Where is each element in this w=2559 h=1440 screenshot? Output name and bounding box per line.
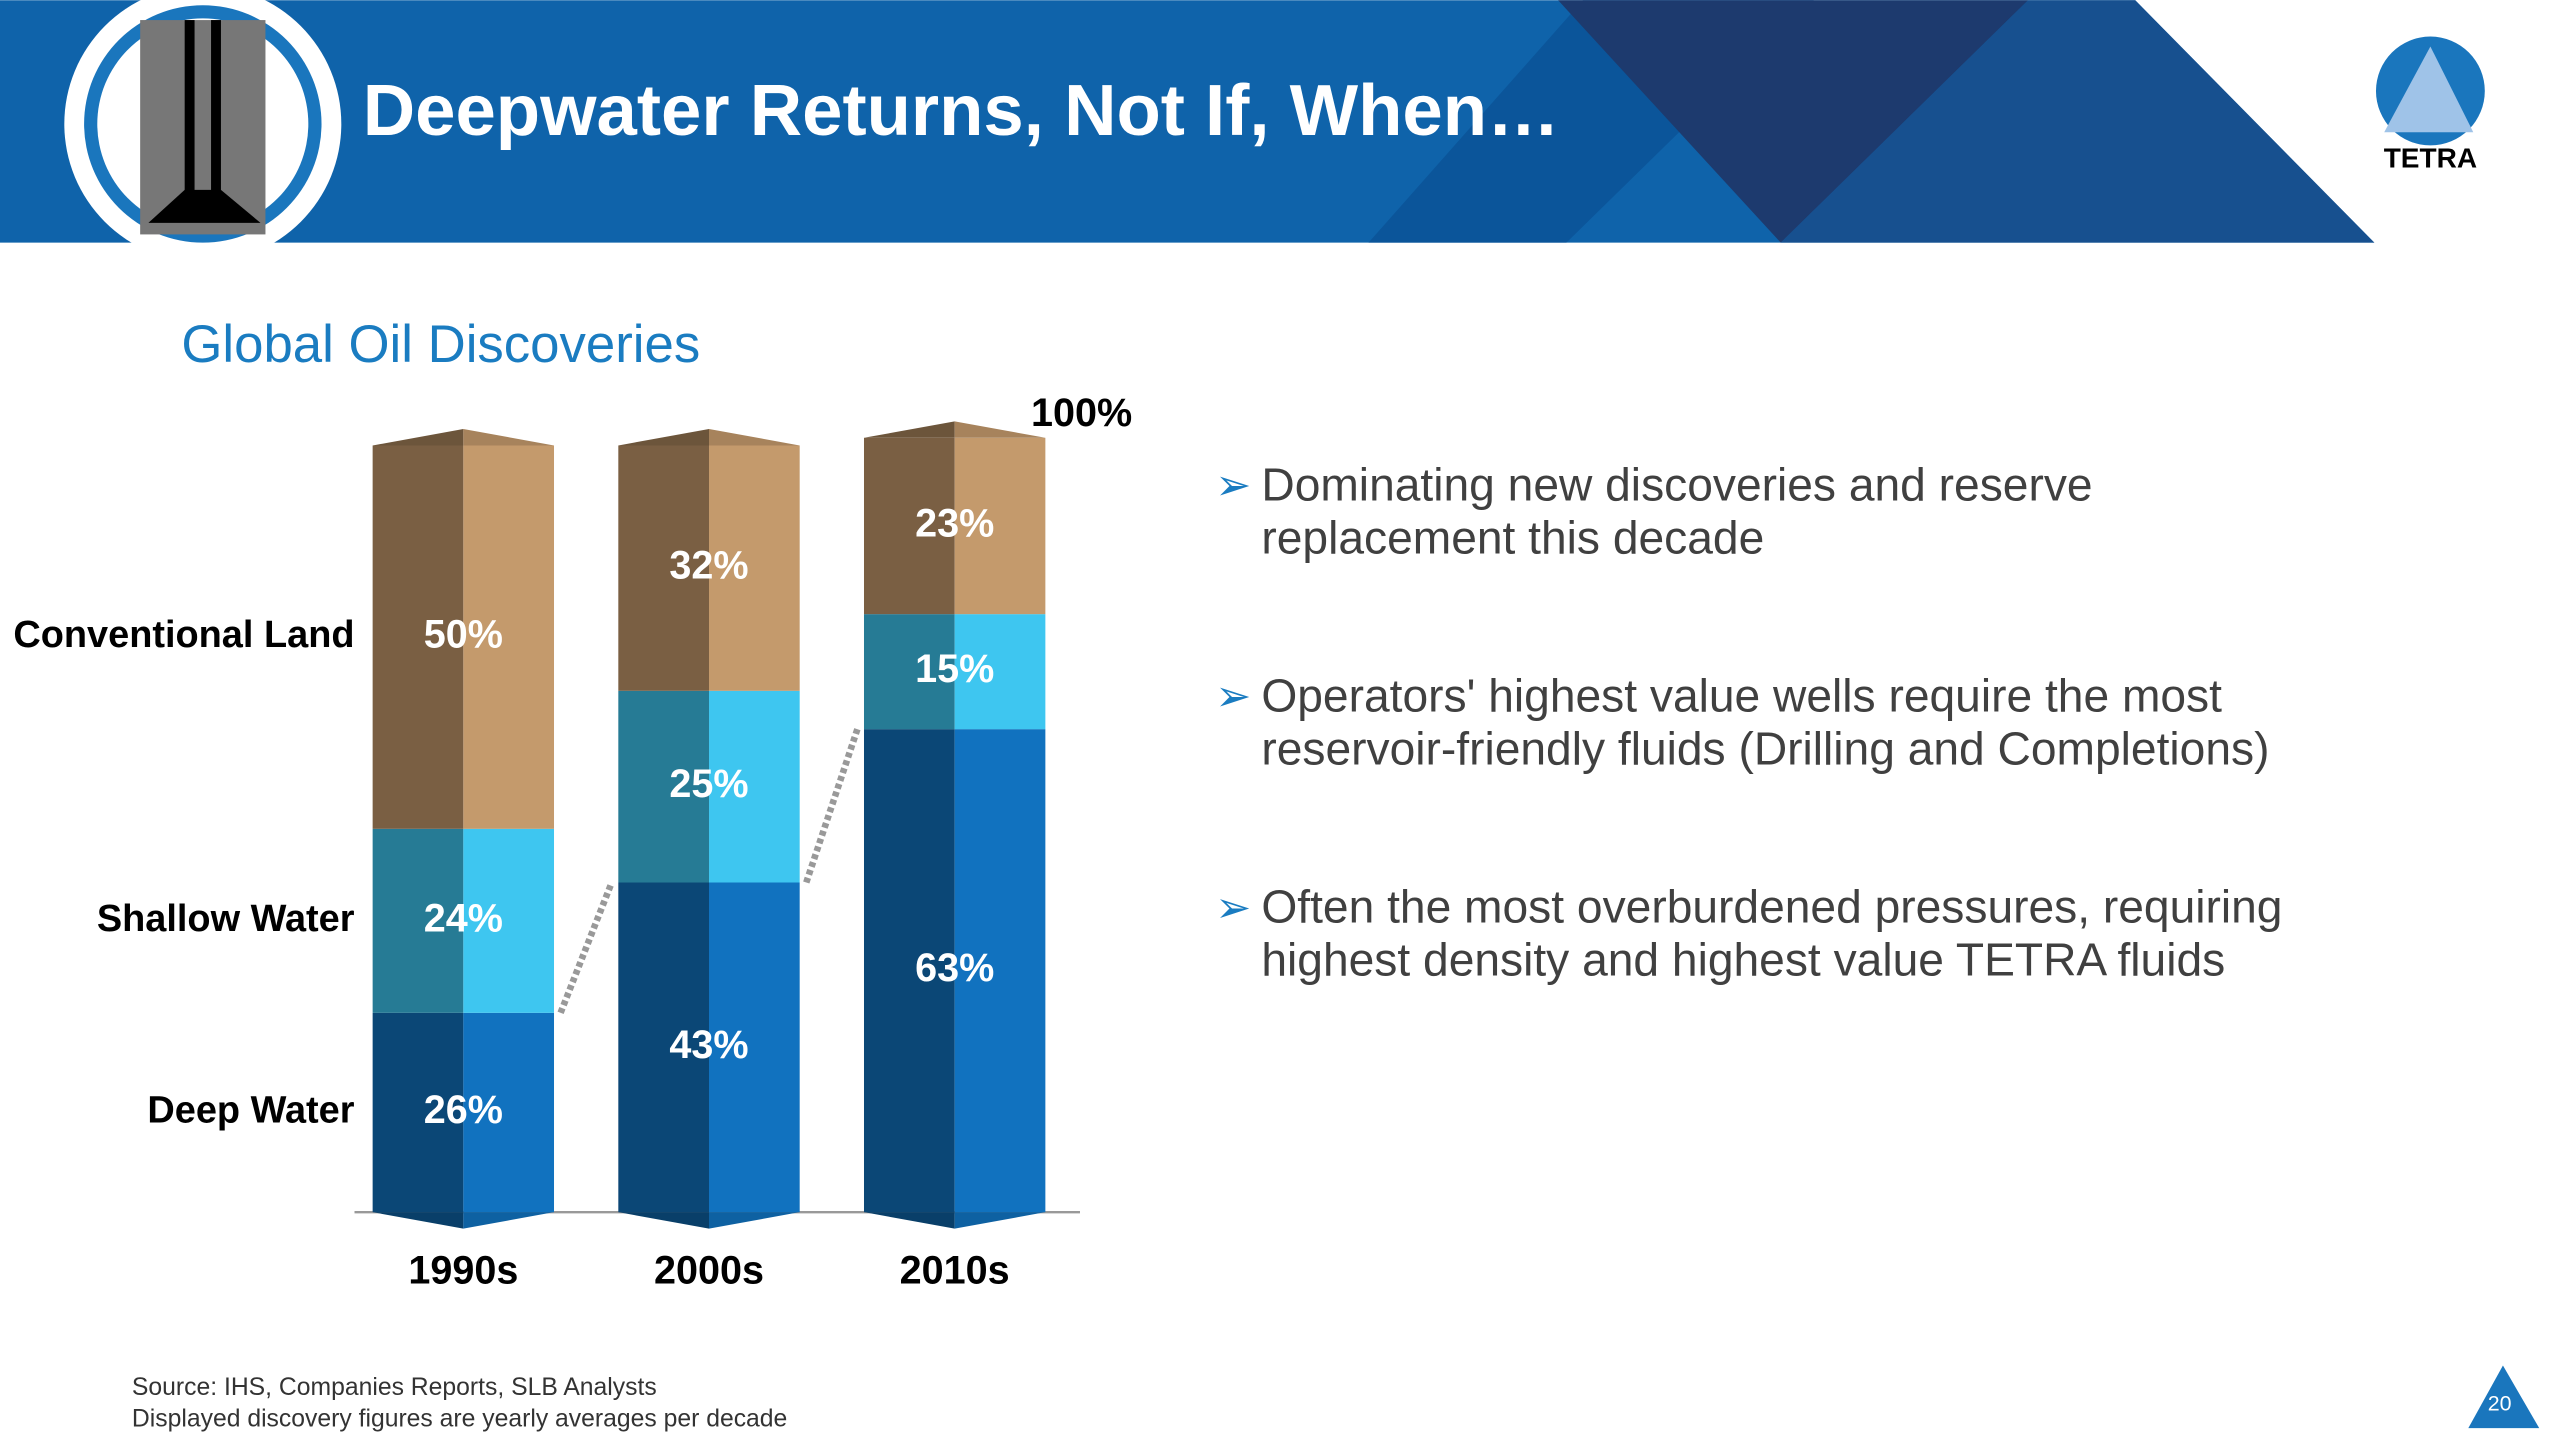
- chart: 100% 26% Deep Water 24% Shallow Water 50% Conv…: [13, 391, 1132, 1292]
- bullet-list: ➢ Dominating new discoveries and reserver…: [1215, 459, 2282, 986]
- legend-label: Shallow Water: [97, 898, 355, 940]
- value-label: 23%: [915, 501, 994, 545]
- bar-foot: [954, 1212, 1046, 1229]
- page-badge: [2468, 1365, 2540, 1429]
- bar-segment: [463, 828, 555, 1013]
- bullet-arrow: ➢: [1215, 462, 1251, 510]
- header-stripe: [1780, 0, 2375, 243]
- value-label: 24%: [424, 896, 503, 940]
- x-tick-label: 1990s: [408, 1249, 518, 1293]
- bar-segment: [463, 1012, 555, 1213]
- bar-foot: [618, 1212, 710, 1229]
- bar-segment: [709, 445, 800, 691]
- value-label: 50%: [424, 613, 503, 657]
- header-stripe: [1558, 0, 2029, 243]
- slide-title: Deepwater Returns, Not If, When…: [363, 70, 1560, 151]
- connector-line: [803, 728, 861, 884]
- legend-label: Deep Water: [147, 1090, 354, 1132]
- bar-segment: [954, 437, 1046, 615]
- logo-text: TETRA: [2384, 143, 2477, 174]
- logo-left: [64, 0, 342, 263]
- value-label: 43%: [669, 1023, 748, 1067]
- bar-segment: [618, 690, 710, 883]
- footnote: Displayed discovery figures are yearly a…: [132, 1405, 787, 1432]
- footnote: Source: IHS, Companies Reports, SLB Anal…: [132, 1374, 657, 1401]
- bar-segment: [618, 445, 710, 691]
- value-label: 25%: [669, 762, 748, 806]
- bar-cap: [954, 421, 1046, 438]
- bar-cap: [463, 428, 555, 446]
- bar-segment: [372, 828, 464, 1013]
- bar-segment: [372, 445, 464, 829]
- chart-title: Global Oil Discoveries: [181, 315, 700, 374]
- bar-cap: [372, 428, 464, 446]
- page-number: 20: [2488, 1392, 2512, 1416]
- bar-cap: [618, 428, 710, 446]
- bar-segment: [463, 445, 555, 829]
- bar-cap: [709, 428, 800, 446]
- bullet-text: Operators' highest value wells require t…: [1261, 670, 2222, 722]
- bar-segment: [863, 614, 955, 730]
- bar-segment: [372, 1012, 464, 1213]
- connector-line: [557, 881, 615, 1015]
- bar-segment: [954, 729, 1046, 1213]
- bar-segment: [709, 690, 800, 883]
- value-label: 63%: [915, 946, 994, 990]
- bullet-text: highest density and highest value TETRA …: [1261, 933, 2225, 985]
- bar-segment: [954, 614, 1046, 730]
- value-label: 32%: [669, 544, 748, 588]
- bullet-text: Often the most overburdened pressures, r…: [1261, 881, 2282, 933]
- x-tick-label: 2010s: [900, 1249, 1010, 1293]
- bullet-arrow: ➢: [1215, 884, 1251, 932]
- bar-foot: [463, 1212, 555, 1229]
- value-label: 26%: [424, 1088, 503, 1132]
- y-tick-label: 100%: [1031, 391, 1132, 435]
- logo-right: TETRA: [2375, 36, 2485, 174]
- value-label: 15%: [915, 647, 994, 691]
- bar-segment: [618, 882, 710, 1213]
- x-tick-label: 2000s: [654, 1249, 764, 1293]
- bar-foot: [863, 1212, 955, 1229]
- bullet-text: replacement this decade: [1261, 511, 1764, 563]
- bullet-arrow: ➢: [1215, 673, 1251, 721]
- bar-segment: [709, 882, 800, 1213]
- legend-label: Conventional Land: [13, 614, 354, 656]
- bar-foot: [372, 1212, 464, 1229]
- bar-segment: [863, 729, 955, 1213]
- bar-foot: [709, 1212, 800, 1229]
- bullet-text: Dominating new discoveries and reserve: [1261, 459, 2092, 511]
- bar-segment: [863, 437, 955, 615]
- bar-cap: [863, 421, 955, 438]
- bullet-text: reservoir-friendly fluids (Drilling and …: [1261, 722, 2269, 774]
